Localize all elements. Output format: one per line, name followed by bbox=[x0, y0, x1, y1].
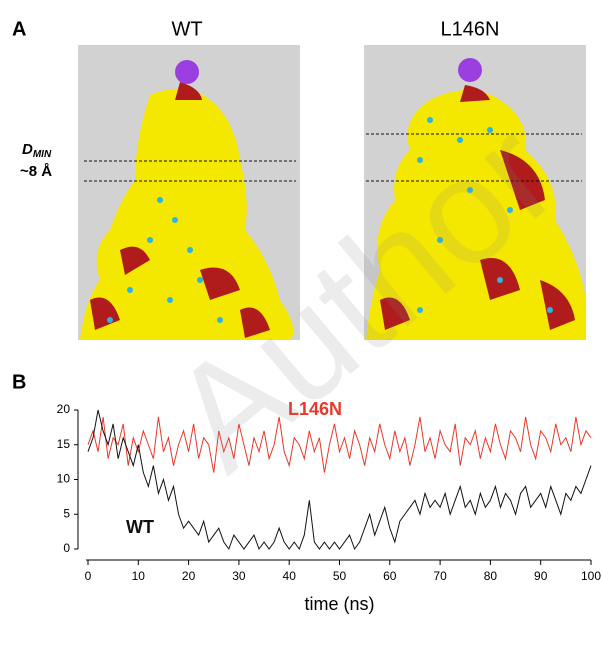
series-line bbox=[87, 416, 592, 473]
left-title: WT bbox=[171, 18, 202, 40]
dmin-label: DMIN bbox=[22, 141, 52, 160]
left-red bbox=[90, 82, 270, 338]
panel-label: A bbox=[12, 18, 26, 40]
y-tick-label: 15 bbox=[57, 437, 71, 451]
series-line bbox=[87, 409, 592, 551]
y-tick-label: 0 bbox=[63, 541, 70, 555]
series-label: WT bbox=[126, 517, 154, 537]
y-tick-label: 5 bbox=[63, 506, 70, 520]
x-tick-label: 80 bbox=[484, 569, 498, 583]
x-tick-label: 60 bbox=[383, 569, 397, 583]
left-surface bbox=[80, 88, 294, 340]
ion-left bbox=[175, 60, 199, 84]
x-tick-label: 0 bbox=[85, 569, 92, 583]
series-label: L146N bbox=[288, 399, 342, 419]
water-molecules bbox=[107, 117, 553, 323]
dmin-lines bbox=[84, 133, 582, 182]
right-surface bbox=[366, 90, 586, 340]
x-tick-label: 70 bbox=[433, 569, 447, 583]
right-red bbox=[380, 85, 575, 330]
x-tick-label: 30 bbox=[232, 569, 246, 583]
x-tick-label: 10 bbox=[132, 569, 146, 583]
x-tick-label: 100 bbox=[581, 569, 601, 583]
x-tick-label: 50 bbox=[333, 569, 347, 583]
x-tick-label: 90 bbox=[534, 569, 548, 583]
chart: 0 5 10 15 20 0 10 20 30 40 50 60 70 80 90 100 time (ns) L… bbox=[57, 399, 602, 614]
dmin-sub: MIN bbox=[33, 149, 52, 160]
y-tick-label: 10 bbox=[57, 472, 71, 486]
x-tick-label: 40 bbox=[283, 569, 297, 583]
dmin-value: ~8 Å bbox=[20, 163, 52, 180]
panel-a-images bbox=[78, 45, 586, 340]
x-axis-title: time (ns) bbox=[304, 594, 374, 614]
panel-label: B bbox=[12, 371, 26, 393]
ion-right bbox=[458, 58, 482, 82]
y-tick-label: 20 bbox=[57, 402, 71, 416]
x-tick-label: 20 bbox=[182, 569, 196, 583]
dmin-main: D bbox=[22, 141, 33, 158]
right-title: L146N bbox=[441, 18, 500, 40]
